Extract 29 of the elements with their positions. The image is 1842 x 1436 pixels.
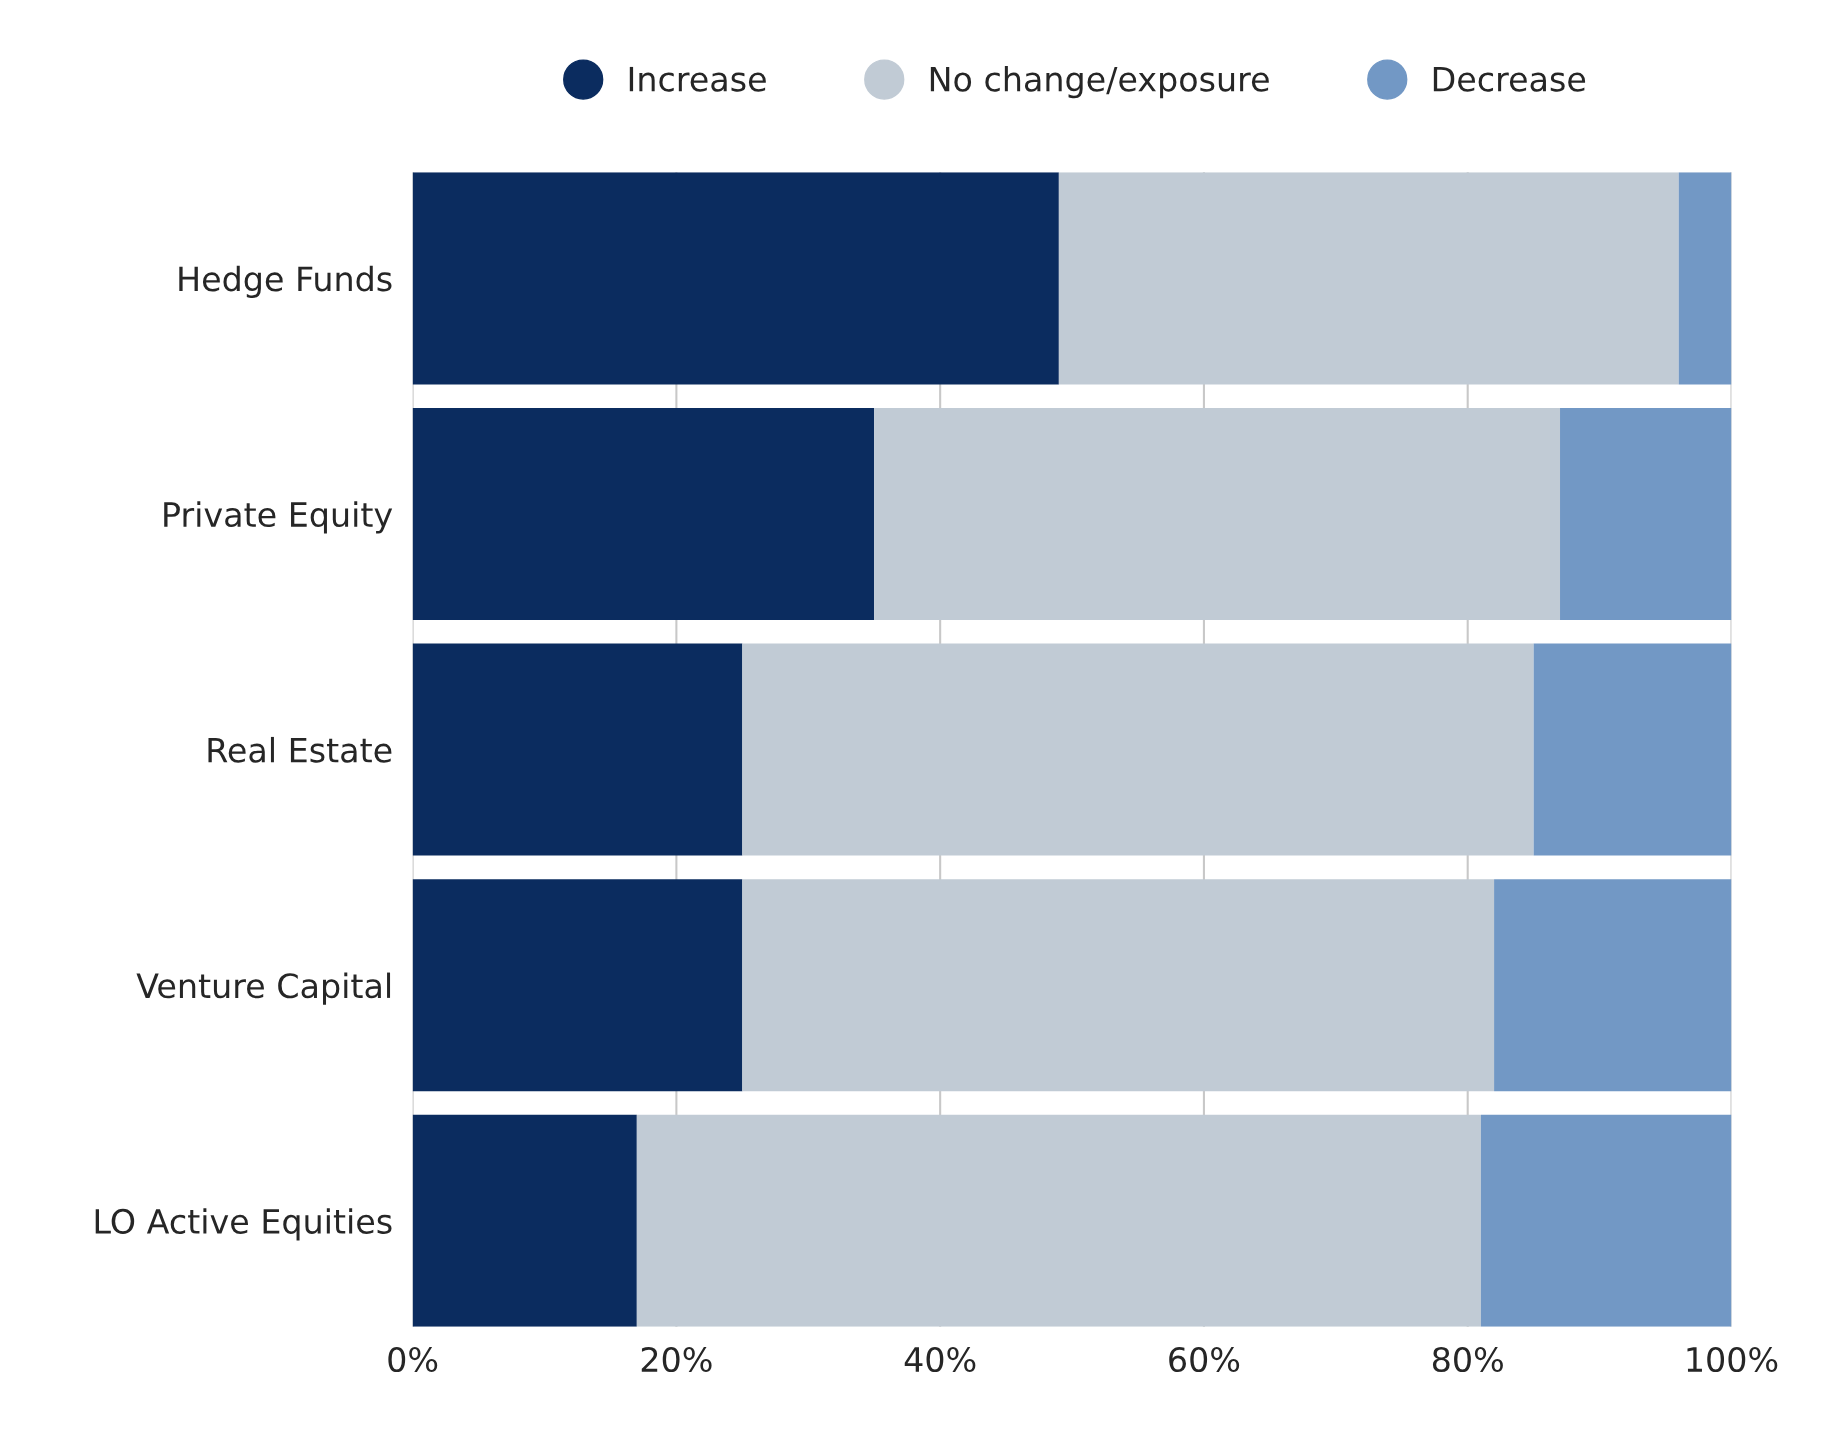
bar bbox=[1058, 172, 1679, 385]
bar bbox=[1678, 172, 1732, 385]
bar bbox=[1494, 879, 1732, 1092]
bar bbox=[742, 879, 1495, 1092]
bar bbox=[874, 407, 1561, 620]
legend-label: No change/exposure bbox=[930, 65, 1269, 99]
legend-label: Decrease bbox=[1433, 66, 1586, 92]
bar bbox=[412, 1114, 637, 1327]
y-tick-label: Hedge Funds bbox=[179, 265, 392, 298]
bar bbox=[412, 643, 743, 856]
bar bbox=[636, 1114, 1481, 1327]
x-tick-label: 80% bbox=[1432, 1346, 1503, 1373]
bar bbox=[1480, 1114, 1732, 1327]
legend-label: Increase bbox=[629, 66, 766, 92]
bar bbox=[1533, 643, 1732, 856]
y-tick-label: Real Estate bbox=[208, 736, 392, 763]
bar bbox=[412, 879, 743, 1092]
bar bbox=[1560, 407, 1732, 620]
x-tick-label: 20% bbox=[641, 1346, 712, 1373]
bar bbox=[412, 407, 875, 620]
y-tick-label: Private Equity bbox=[164, 501, 393, 534]
bar bbox=[412, 172, 1059, 385]
y-tick-label: LO Active Equities bbox=[95, 1208, 392, 1241]
y-tick-label: Venture Capital bbox=[136, 972, 391, 1005]
x-tick-label: 0% bbox=[388, 1346, 438, 1373]
x-tick-label: 40% bbox=[904, 1346, 976, 1373]
x-tick-label: 60% bbox=[1169, 1346, 1240, 1373]
x-tick-label: 100% bbox=[1687, 1346, 1778, 1373]
bar bbox=[742, 643, 1534, 856]
